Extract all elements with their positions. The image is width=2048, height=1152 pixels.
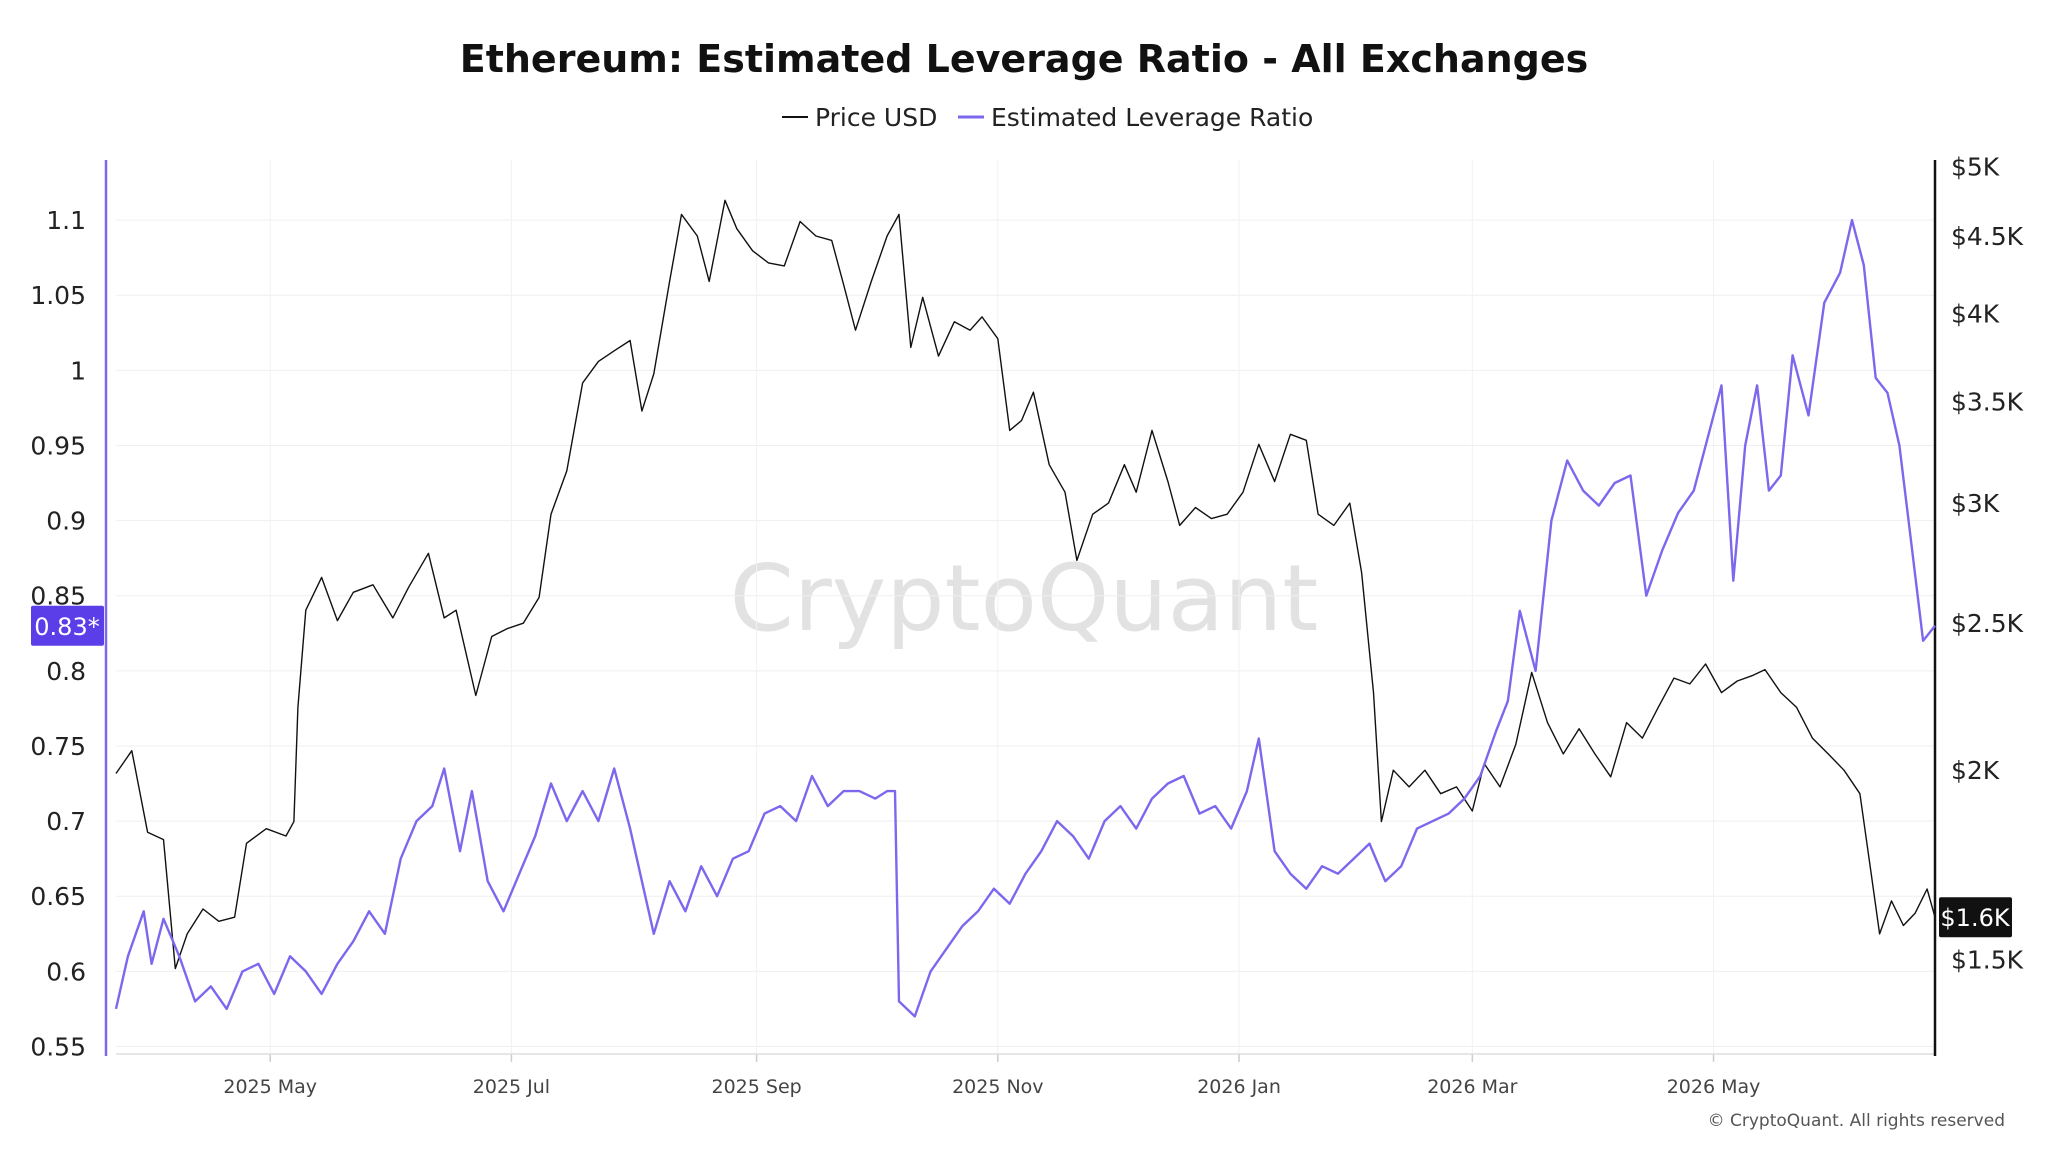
x-tick-label: 2026 Mar [1427,1076,1517,1098]
legend-label-price: Price USD [815,103,937,132]
y-left-tick-label: 0.55 [30,1032,86,1061]
y-left-tick-label: 0.8 [46,657,86,686]
x-tick-label: 2026 Jan [1197,1076,1281,1098]
series-line-leverage-ratio [114,218,1936,1018]
chart-title: Ethereum: Estimated Leverage Ratio - All… [460,37,1588,81]
y-left-tick-label: 1.1 [46,206,86,235]
x-tick-label: 2025 Nov [952,1076,1043,1098]
grid [116,160,1935,1054]
copyright-footer: © CryptoQuant. All rights reserved [1708,1111,2005,1131]
x-tick-label: 2025 Jul [473,1076,550,1098]
current-value-price-label: $1.6K [1940,904,2010,932]
current-value-badge-price: $1.6K [1939,897,2012,938]
series-line-price [115,199,1936,970]
current-value-badge-price-bg [1939,897,2012,938]
legend-item-price[interactable]: Price USD [782,103,937,132]
y-right-tick-label: $2K [1951,756,2000,785]
y-left-tick-label: 0.9 [46,507,86,536]
y-right-tick-label: $3.5K [1951,388,2024,417]
y-right-tick-label: $2.5K [1951,609,2024,638]
y-right-tick-label: $1.5K [1951,946,2024,975]
y-right-tick-label: $3K [1951,489,2000,518]
y-left-tick-label: 0.75 [30,732,86,761]
current-value-markers: 0.83* $1.6K [31,605,2012,938]
y-left-tick-label: 0.6 [46,957,86,986]
legend-label-leverage: Estimated Leverage Ratio [991,103,1313,132]
legend: Price USD Estimated Leverage Ratio [782,103,1313,132]
current-value-leverage-label: 0.83* [34,613,99,641]
current-value-badge-leverage: 0.83* [31,605,104,646]
y-left-tick-label: 1 [70,356,86,385]
y-right-tick-label: $5K [1951,153,2000,182]
x-tick-label: 2025 Sep [711,1076,801,1098]
y-right-tick-label: $4.5K [1951,222,2024,251]
y-left-tick-label: 0.95 [30,431,86,460]
series-layer [114,199,1936,1018]
current-value-badge-leverage-bg [31,605,104,646]
y-left-tick-label: 0.7 [46,807,86,836]
y-right-tick-label: $4K [1951,300,2000,329]
x-tick-label: 2026 May [1667,1076,1761,1098]
y-axis-right: $1.5K $2K $2.5K $3K $3.5K $4K $4.5K $5K [1933,153,2024,1056]
y-left-tick-label: 0.65 [30,882,86,911]
y-left-tick-label: 1.05 [30,281,86,310]
x-axis: 2025 May 2025 Jul 2025 Sep 2025 Nov 2026 Jan… [116,1053,1935,1098]
watermark: CryptoQuant [730,545,1319,652]
legend-item-leverage[interactable]: Estimated Leverage Ratio [958,103,1313,132]
x-tick-label: 2025 May [223,1076,317,1098]
